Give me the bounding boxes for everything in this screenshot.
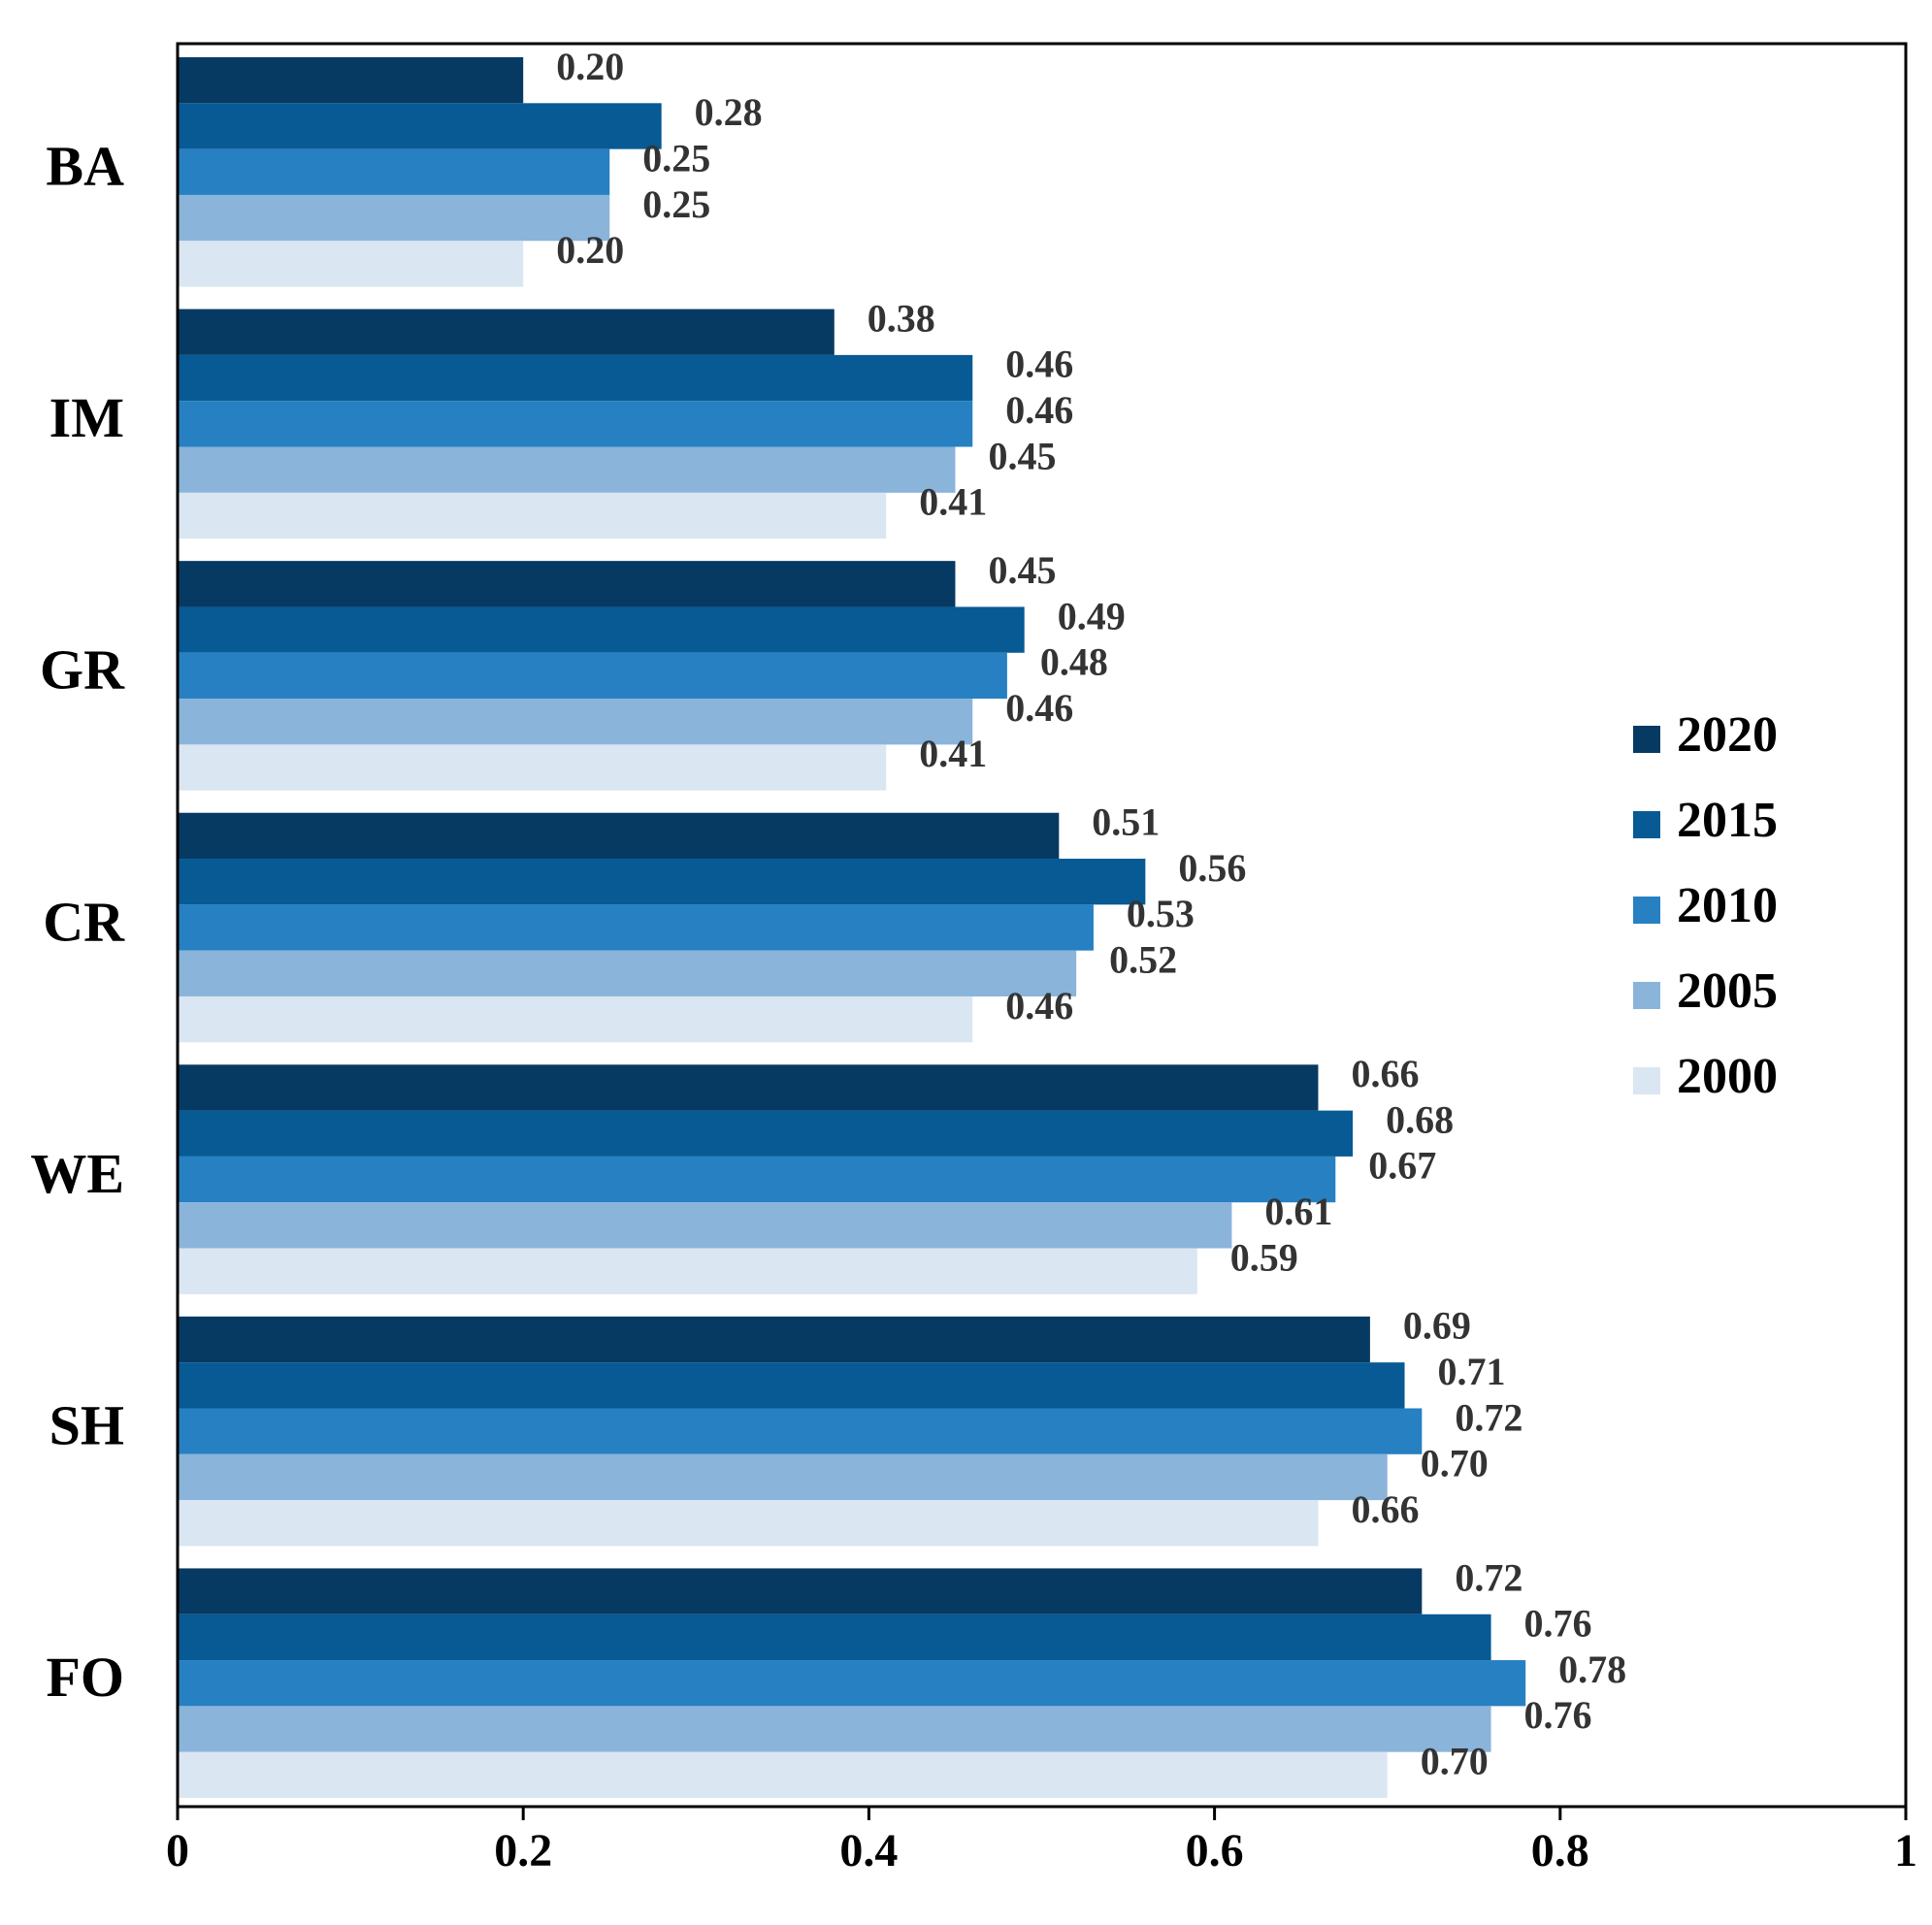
data-label: 0.68	[1386, 1097, 1454, 1141]
data-label: 0.69	[1403, 1304, 1471, 1348]
data-label: 0.25	[642, 136, 710, 179]
bar	[178, 699, 973, 745]
bar	[178, 1202, 1232, 1249]
data-label: 0.67	[1368, 1144, 1436, 1188]
bar	[178, 812, 1060, 860]
x-tick-label: 0.4	[839, 1825, 898, 1876]
bar	[178, 1706, 1491, 1752]
bar	[178, 1751, 1388, 1798]
x-tick-label: 0	[166, 1825, 189, 1876]
bar	[178, 995, 973, 1043]
bar	[178, 1110, 1354, 1157]
y-tick-label: FO	[46, 1646, 124, 1709]
x-tick-label: 1	[1894, 1825, 1917, 1876]
bar	[178, 1568, 1423, 1615]
legend-label: 2005	[1677, 963, 1778, 1019]
legend-swatch	[1633, 897, 1660, 924]
data-label: 0.25	[642, 182, 710, 226]
bar	[178, 57, 524, 104]
legend-swatch	[1633, 1067, 1660, 1094]
legend-label: 2015	[1677, 793, 1778, 848]
data-label: 0.59	[1230, 1235, 1298, 1279]
x-tick-label: 0.2	[494, 1825, 552, 1876]
legend-label: 2000	[1677, 1049, 1778, 1104]
bar	[178, 194, 610, 242]
data-label: 0.20	[556, 45, 624, 88]
y-tick-label: SH	[49, 1393, 124, 1456]
bar	[178, 1156, 1336, 1203]
x-tick-label: 0.6	[1186, 1825, 1244, 1876]
data-label: 0.53	[1127, 892, 1195, 935]
y-tick-label: WE	[30, 1142, 124, 1205]
y-tick-label: CR	[43, 890, 125, 953]
data-label: 0.72	[1455, 1555, 1523, 1599]
bar	[178, 1453, 1388, 1501]
data-label: 0.46	[1005, 388, 1073, 432]
bar	[178, 1500, 1319, 1547]
bar	[178, 561, 956, 607]
data-label: 0.56	[1178, 846, 1246, 890]
data-label: 0.51	[1092, 800, 1160, 844]
data-label: 0.66	[1351, 1052, 1419, 1095]
bar	[178, 606, 1025, 653]
legend-swatch	[1633, 811, 1660, 838]
y-tick-label: BA	[46, 135, 124, 198]
data-label: 0.48	[1040, 640, 1108, 684]
bar	[178, 401, 973, 447]
bar	[178, 744, 887, 791]
data-label: 0.70	[1421, 1740, 1489, 1783]
data-label: 0.61	[1264, 1190, 1332, 1233]
bar	[178, 492, 887, 539]
bar	[178, 103, 662, 149]
data-label: 0.46	[1005, 984, 1073, 1028]
data-label: 0.76	[1524, 1602, 1592, 1646]
legend-label: 2020	[1677, 707, 1778, 763]
data-label: 0.46	[1005, 686, 1073, 730]
bar	[178, 652, 1007, 700]
bar	[178, 1660, 1526, 1707]
data-label: 0.45	[988, 434, 1056, 477]
data-label: 0.28	[695, 90, 763, 134]
bar	[178, 859, 1146, 905]
bar	[178, 1248, 1197, 1294]
data-label: 0.52	[1109, 937, 1177, 981]
legend-swatch	[1633, 982, 1660, 1009]
bar	[178, 241, 524, 287]
data-label: 0.41	[919, 732, 987, 775]
legend-swatch	[1633, 726, 1660, 753]
legend-label: 2010	[1677, 878, 1778, 933]
bar	[178, 446, 956, 493]
data-label: 0.72	[1455, 1395, 1523, 1439]
data-label: 0.38	[868, 296, 935, 340]
data-label: 0.78	[1558, 1648, 1626, 1691]
data-label: 0.49	[1058, 594, 1126, 637]
data-label: 0.41	[919, 480, 987, 524]
bar	[178, 148, 610, 195]
y-tick-label: IM	[49, 386, 124, 449]
x-tick-label: 0.8	[1531, 1825, 1589, 1876]
data-label: 0.46	[1005, 343, 1073, 386]
bar	[178, 1614, 1491, 1661]
bar	[178, 1408, 1423, 1454]
y-tick-label: GR	[40, 638, 125, 701]
bar	[178, 1316, 1370, 1363]
plot-frame	[176, 42, 1908, 1809]
bar	[178, 309, 835, 355]
data-label: 0.20	[556, 228, 624, 272]
data-label: 0.66	[1351, 1487, 1419, 1531]
data-label: 0.71	[1438, 1350, 1506, 1393]
bar	[178, 950, 1077, 996]
bar	[178, 1362, 1405, 1409]
data-label: 0.70	[1421, 1442, 1489, 1485]
bar	[178, 904, 1094, 951]
data-label: 0.76	[1524, 1693, 1592, 1737]
bar	[178, 1064, 1319, 1111]
data-label: 0.45	[988, 548, 1056, 592]
bar	[178, 354, 973, 402]
